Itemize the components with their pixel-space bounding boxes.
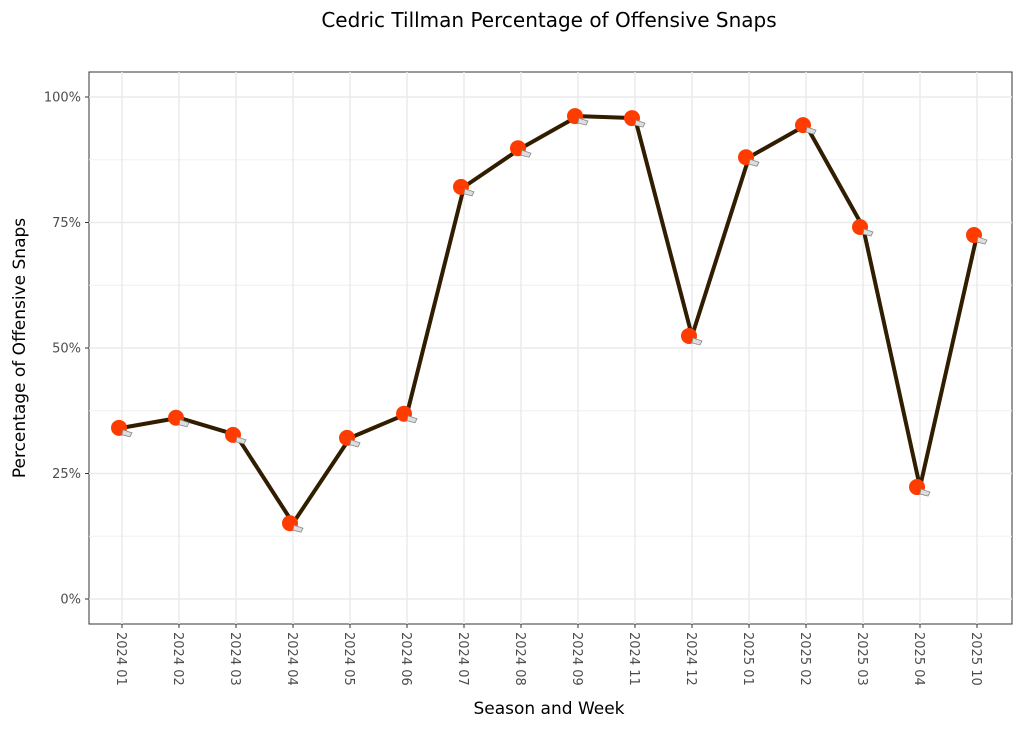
chart-title: Cedric Tillman Percentage of Offensive S… bbox=[321, 8, 776, 32]
x-tick-label: 2024 02 bbox=[170, 632, 185, 686]
x-tick-label: 2024 03 bbox=[227, 632, 242, 686]
facemask bbox=[406, 415, 418, 424]
helmet-icon bbox=[282, 515, 304, 533]
helmet-icon bbox=[852, 219, 874, 237]
facemask bbox=[577, 117, 589, 126]
x-tick-label: 2024 04 bbox=[284, 632, 299, 686]
facemask bbox=[862, 228, 874, 237]
helmet-icon bbox=[795, 117, 817, 135]
facemask bbox=[919, 488, 931, 497]
y-tick-label: 75% bbox=[52, 216, 81, 231]
facemask bbox=[463, 188, 475, 197]
x-tick-label: 2024 07 bbox=[455, 632, 470, 686]
helmet-icon bbox=[453, 178, 475, 197]
y-tick-label: 100% bbox=[44, 91, 81, 106]
facemask bbox=[178, 419, 190, 428]
x-tick-label: 2025 04 bbox=[911, 632, 926, 686]
facemask bbox=[349, 439, 361, 448]
helmet-icon bbox=[111, 419, 133, 438]
y-tick-label: 25% bbox=[52, 467, 81, 482]
x-tick-label: 2024 08 bbox=[512, 632, 527, 686]
x-tick-label: 2025 01 bbox=[740, 632, 755, 686]
x-tick-label: 2024 05 bbox=[341, 632, 356, 686]
helmet-icon bbox=[738, 149, 760, 167]
facemask bbox=[748, 158, 760, 167]
helmet-icon bbox=[966, 227, 988, 245]
helmet-icon bbox=[225, 426, 247, 445]
x-tick-label: 2025 10 bbox=[968, 632, 983, 686]
x-tick-label: 2024 01 bbox=[113, 632, 128, 686]
x-axis-title: Season and Week bbox=[473, 699, 624, 719]
x-tick-label: 2024 06 bbox=[398, 632, 413, 686]
helmet-icon bbox=[510, 140, 532, 158]
facemask bbox=[520, 149, 532, 158]
y-tick-label: 50% bbox=[52, 342, 81, 357]
facemask bbox=[976, 236, 988, 245]
helmet-icon bbox=[168, 409, 190, 428]
series-line bbox=[121, 114, 979, 526]
facemask bbox=[805, 126, 817, 135]
x-tick-label: 2024 11 bbox=[626, 632, 641, 686]
helmet-icon bbox=[567, 108, 589, 126]
y-tick-label: 0% bbox=[60, 593, 81, 608]
helmet-icon bbox=[909, 479, 931, 497]
helmet-icon bbox=[339, 429, 361, 448]
helmet-icon bbox=[624, 110, 646, 128]
facemask bbox=[691, 337, 703, 346]
helmet-icon bbox=[681, 327, 703, 346]
facemask bbox=[235, 436, 247, 445]
x-tick-label: 2024 12 bbox=[683, 632, 698, 686]
helmet-icon bbox=[396, 405, 418, 424]
x-tick-label: 2025 02 bbox=[797, 632, 812, 686]
x-tick-label: 2025 03 bbox=[854, 632, 869, 686]
x-tick-label: 2024 09 bbox=[569, 632, 584, 686]
facemask bbox=[292, 524, 304, 533]
y-axis-title: Percentage of Offensive Snaps bbox=[10, 218, 30, 478]
facemask bbox=[634, 119, 646, 128]
facemask bbox=[121, 429, 133, 438]
